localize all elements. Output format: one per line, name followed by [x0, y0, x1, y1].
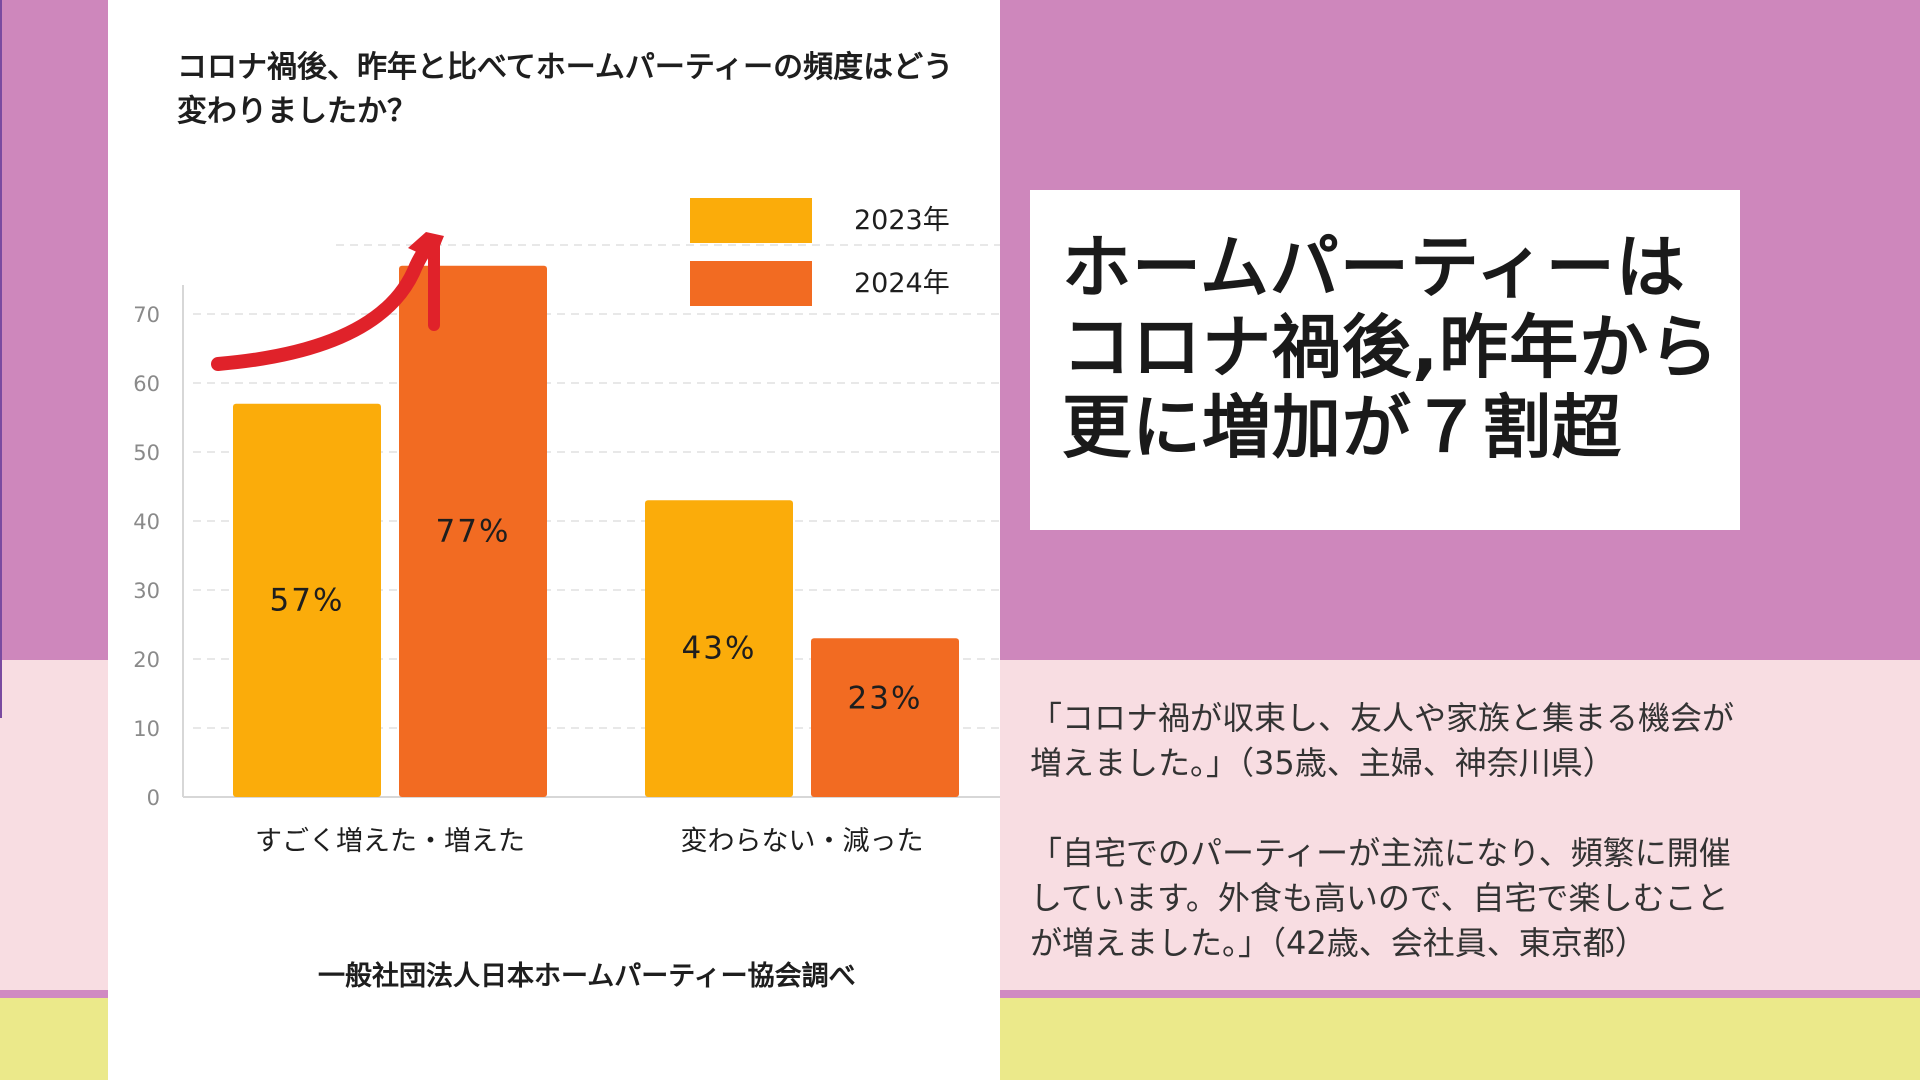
- bar: [811, 638, 959, 797]
- y-tick-label: 70: [133, 303, 160, 327]
- headline-line: コロナ禍後,昨年から: [1062, 308, 1720, 388]
- data-label: 43%: [682, 631, 757, 667]
- legend-swatch: [690, 198, 812, 243]
- quote-2: 「自宅でのパーティーが主流になり、頻繁に開催 しています。外食も高いので、自宅で…: [1030, 831, 1910, 966]
- bar: [399, 265, 547, 797]
- data-label: 77%: [436, 513, 511, 549]
- data-label: 23%: [848, 680, 923, 716]
- headline-box: [1030, 190, 1740, 530]
- quote-line: が増えました。」（42歳、会社員、東京都）: [1030, 924, 1647, 962]
- bar: [233, 403, 381, 797]
- bar-chart: 0 10 20 30 40 50 60 70 57% 77% すごく増えた・増えた 43% 23% 変わら…: [133, 198, 1000, 857]
- y-tick-label: 40: [133, 510, 160, 534]
- y-tick-label: 20: [133, 648, 160, 672]
- y-tick-label: 60: [133, 372, 160, 396]
- legend-label: 2023年: [854, 205, 950, 236]
- bar: [645, 500, 793, 797]
- headline-line: ホームパーティーは: [1062, 228, 1686, 308]
- source-note: 一般社団法人日本ホームパーティー協会調べ: [318, 961, 856, 992]
- headline-line: 更に増加が７割超: [1062, 388, 1622, 468]
- quote-line: 「コロナ禍が収束し、友人や家族と集まる機会が: [1030, 699, 1735, 737]
- headline: ホームパーティーは コロナ禍後,昨年から 更に増加が７割超: [1062, 228, 1719, 468]
- quote-line: 「自宅でのパーティーが主流になり、頻繁に開催: [1030, 834, 1731, 872]
- legend-swatch: [690, 261, 812, 306]
- data-label: 57%: [270, 582, 345, 618]
- quote-1: 「コロナ禍が収束し、友人や家族と集まる機会が 増えました。」（35歳、主婦、神奈…: [1030, 696, 1910, 786]
- y-tick-label: 10: [133, 717, 160, 741]
- x-tick-label: 変わらない・減った: [681, 826, 924, 857]
- quote-line: 増えました。」（35歳、主婦、神奈川県）: [1030, 744, 1615, 782]
- x-tick-label: すごく増えた・増えた: [255, 826, 525, 857]
- y-tick-label: 0: [147, 786, 160, 810]
- quote-line: しています。外食も高いので、自宅で楽しむこと: [1030, 879, 1729, 917]
- arrow-head: [408, 232, 444, 260]
- y-tick-label: 50: [133, 441, 160, 465]
- left-edge-line: [0, 0, 2, 718]
- legend-label: 2024年: [854, 268, 950, 299]
- quotes: 「コロナ禍が収束し、友人や家族と集まる機会が 増えました。」（35歳、主婦、神奈…: [1030, 696, 1910, 966]
- y-tick-label: 30: [133, 579, 160, 603]
- chart-title: コロナ禍後、昨年と比べてホームパーティーの頻度はどう変わりましたか？: [177, 50, 954, 129]
